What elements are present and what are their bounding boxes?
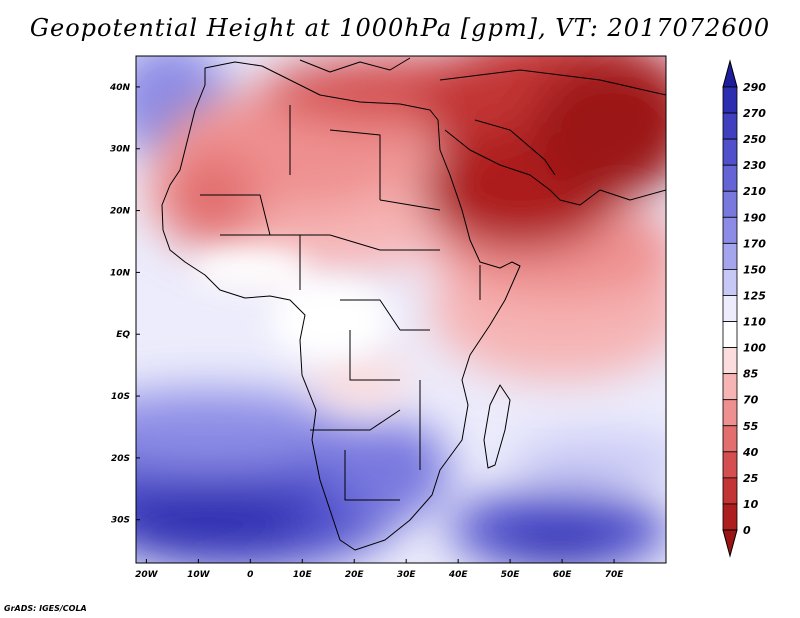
- y-tick-label: 10S: [111, 392, 130, 402]
- coastlines: [161, 57, 666, 551]
- colorbar-swatch: [722, 295, 738, 322]
- credit-text: GrADS: IGES/COLA: [4, 604, 87, 613]
- colorbar-level-label: 150: [743, 263, 766, 276]
- colorbar-swatch: [722, 347, 738, 375]
- colorbar-level-label: 210: [743, 185, 766, 198]
- y-tick-label: 10N: [110, 268, 131, 278]
- colorbar-swatch: [722, 425, 738, 453]
- colorbar-level-label: 230: [743, 159, 766, 172]
- x-tick-label: 20W: [135, 570, 159, 580]
- colorbar-level-label: 290: [743, 81, 766, 94]
- x-tick-label: 10E: [293, 570, 313, 580]
- colorbar-level-label: 125: [743, 289, 766, 302]
- colorbar-swatch: [722, 112, 738, 140]
- colorbar-level-label: 100: [743, 342, 766, 355]
- colorbar-swatch: [722, 503, 738, 531]
- colorbar-level-label: 190: [743, 211, 766, 224]
- colorbar-level-label: 0: [743, 524, 751, 537]
- map-title: Geopotential Height at 1000hPa [gpm], VT…: [29, 14, 771, 42]
- x-tick-label: 70E: [605, 570, 625, 580]
- x-tick-label: 0: [247, 570, 253, 580]
- colorbar-swatch: [722, 190, 738, 218]
- colorbar-level-label: 40: [742, 446, 759, 459]
- colorbar-top-arrow: [722, 59, 738, 88]
- colorbar-swatch: [722, 373, 738, 401]
- y-tick-label: EQ: [116, 330, 130, 340]
- colorbar-level-label: 70: [743, 394, 759, 407]
- colorbar-swatch: [722, 451, 738, 479]
- colorbar-bottom-arrow: [722, 529, 738, 558]
- colorbar-level-label: 10: [743, 498, 759, 511]
- colorbar-swatch: [722, 164, 738, 192]
- colorbar-level-label: 250: [743, 133, 766, 146]
- x-tick-label: 10W: [187, 570, 211, 580]
- colorbar: 2902702502302101901701501251101008570554…: [722, 59, 766, 558]
- y-tick-label: 20N: [110, 207, 131, 217]
- x-tick-label: 50E: [501, 570, 521, 580]
- y-tick-label: 30N: [110, 145, 131, 155]
- y-tick-label: 40N: [109, 83, 131, 93]
- colorbar-level-label: 170: [743, 237, 766, 250]
- plot-frame: [135, 55, 667, 564]
- colorbar-level-label: 270: [743, 107, 766, 120]
- colorbar-level-label: 55: [743, 420, 759, 433]
- x-tick-label: 30E: [397, 570, 417, 580]
- colorbar-swatch: [722, 477, 738, 505]
- colorbar-swatch: [722, 399, 738, 427]
- x-tick-label: 40E: [448, 570, 469, 580]
- x-tick-label: 20E: [345, 570, 365, 580]
- colorbar-swatch: [722, 269, 738, 296]
- x-tick-label: 60E: [553, 570, 573, 580]
- height-field: [136, 56, 666, 563]
- colorbar-swatch: [722, 242, 738, 270]
- y-tick-label: 20S: [111, 454, 130, 464]
- colorbar-swatch: [722, 321, 738, 348]
- colorbar-level-label: 25: [743, 472, 759, 485]
- colorbar-level-label: 85: [743, 368, 759, 381]
- colorbar-swatch: [722, 86, 738, 114]
- axis-ticks: 20W 10W 0 10E 20E 30E 40E 50E 60E 70E 40N 30N 20N 10N…: [109, 83, 624, 580]
- colorbar-swatch: [722, 138, 738, 166]
- y-tick-label: 30S: [111, 516, 130, 526]
- colorbar-swatch: [722, 216, 738, 244]
- colorbar-level-label: 110: [743, 316, 766, 329]
